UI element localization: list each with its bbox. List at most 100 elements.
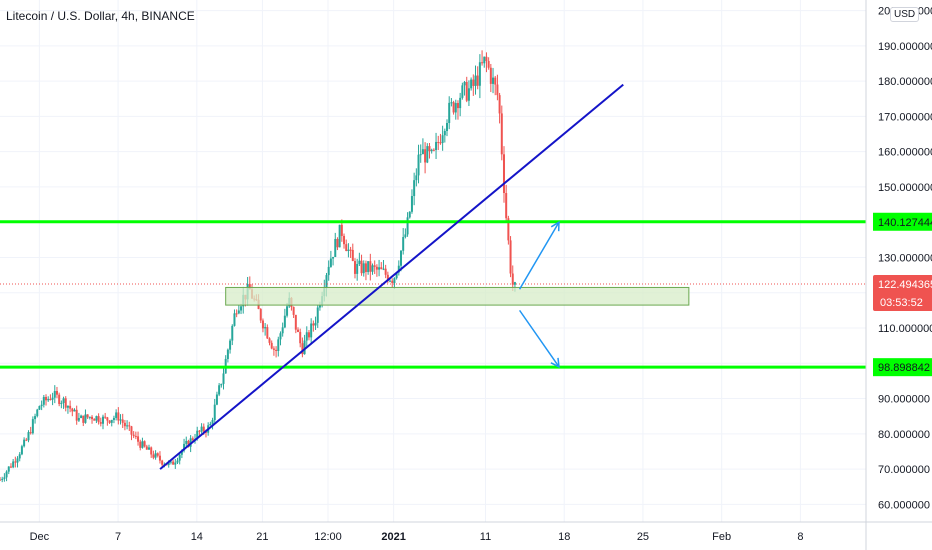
- candle-up: [327, 266, 330, 276]
- y-tick-label: 60.000000: [878, 499, 930, 511]
- candle-up: [283, 315, 286, 328]
- candle-up: [141, 441, 144, 448]
- x-tick-label: Dec: [30, 531, 50, 543]
- candle-down: [25, 439, 28, 441]
- candle-up: [126, 425, 129, 427]
- candle-down: [384, 268, 387, 275]
- candle-down: [198, 430, 201, 432]
- candle-down: [71, 408, 74, 412]
- candle-down: [507, 218, 510, 241]
- candle-up: [459, 97, 462, 109]
- projection-arrow: [518, 221, 560, 290]
- currency-badge[interactable]: USD: [890, 7, 920, 22]
- candle-down: [424, 149, 427, 163]
- candle-down: [380, 267, 383, 270]
- candle-up: [314, 322, 317, 326]
- candle-up: [463, 82, 466, 86]
- support-zone: [225, 286, 690, 306]
- level-price-tag-label: 98.898842: [878, 362, 930, 374]
- candle-up: [233, 313, 236, 326]
- candle-up: [34, 416, 37, 420]
- candle-up: [222, 373, 225, 384]
- candle-up: [47, 399, 50, 401]
- candle-up: [448, 102, 451, 123]
- y-tick-label: 150.000000: [878, 182, 932, 194]
- candle-down: [158, 455, 161, 461]
- candle-down: [502, 154, 505, 194]
- candle-up: [417, 154, 420, 176]
- candle-up: [492, 77, 495, 84]
- candle-up: [402, 237, 405, 251]
- candle-up: [441, 135, 444, 143]
- candle-down: [152, 454, 155, 458]
- candle-up: [77, 418, 80, 421]
- candle-down: [345, 244, 348, 251]
- candle-up: [23, 439, 26, 447]
- countdown-label: 03:53:52: [880, 297, 923, 309]
- candle-down: [360, 260, 363, 274]
- candle-up: [60, 402, 63, 404]
- candle-down: [91, 416, 94, 420]
- candle-down: [99, 422, 102, 424]
- candle-up: [5, 471, 8, 478]
- candle-down: [55, 390, 58, 395]
- candle-down: [292, 306, 295, 315]
- candle-up: [211, 420, 214, 424]
- candle-down: [235, 313, 238, 315]
- candle-up: [426, 146, 429, 163]
- candle-up: [316, 307, 319, 323]
- candle-down: [498, 95, 501, 114]
- candle-down: [343, 235, 346, 245]
- candle-up: [112, 417, 115, 420]
- candle-down: [312, 323, 315, 326]
- candle-up: [474, 75, 477, 86]
- candle-down: [272, 348, 275, 350]
- candle-up: [404, 234, 407, 238]
- x-tick-label: 12:00: [314, 531, 342, 543]
- candle-down: [82, 415, 85, 423]
- candle-up: [73, 409, 76, 412]
- candle-up: [467, 88, 470, 101]
- candle-down: [349, 249, 352, 251]
- candle-up: [167, 462, 170, 465]
- candle-down: [476, 75, 479, 86]
- candle-up: [389, 280, 392, 282]
- candle-up: [84, 414, 87, 423]
- candle-up: [281, 327, 284, 334]
- candle-down: [353, 261, 356, 274]
- candle-down: [187, 440, 190, 447]
- y-tick-label: 80.000000: [878, 429, 930, 441]
- candle-down: [9, 466, 12, 468]
- candle-up: [209, 423, 212, 426]
- candle-up: [51, 397, 54, 400]
- current-price-label: 122.494365: [878, 279, 932, 291]
- candle-up: [213, 404, 216, 421]
- candle-down: [432, 149, 435, 151]
- candle-down: [297, 329, 300, 332]
- candle-up: [303, 340, 306, 355]
- candle-up: [42, 396, 45, 405]
- candle-up: [454, 103, 457, 113]
- candle-down: [266, 327, 269, 339]
- candle-up: [356, 263, 359, 274]
- current-price-tag: [873, 274, 932, 311]
- candle-up: [31, 419, 34, 434]
- candle-down: [336, 238, 339, 248]
- candle-up: [264, 327, 267, 329]
- candle-down: [108, 420, 111, 423]
- candle-up: [430, 149, 433, 152]
- drawings[interactable]: [0, 83, 866, 470]
- candle-up: [277, 339, 280, 351]
- candles: [0, 50, 516, 483]
- y-tick-label: 190.000000: [878, 41, 932, 53]
- candle-up: [305, 332, 308, 341]
- candle-down: [489, 67, 492, 84]
- candle-down: [485, 56, 488, 61]
- x-tick-label: 2021: [381, 531, 405, 543]
- y-tick-label: 130.000000: [878, 252, 932, 264]
- candle-up: [318, 305, 321, 308]
- candle-down: [161, 460, 164, 465]
- candle-down: [58, 394, 61, 404]
- candle-down: [487, 60, 490, 68]
